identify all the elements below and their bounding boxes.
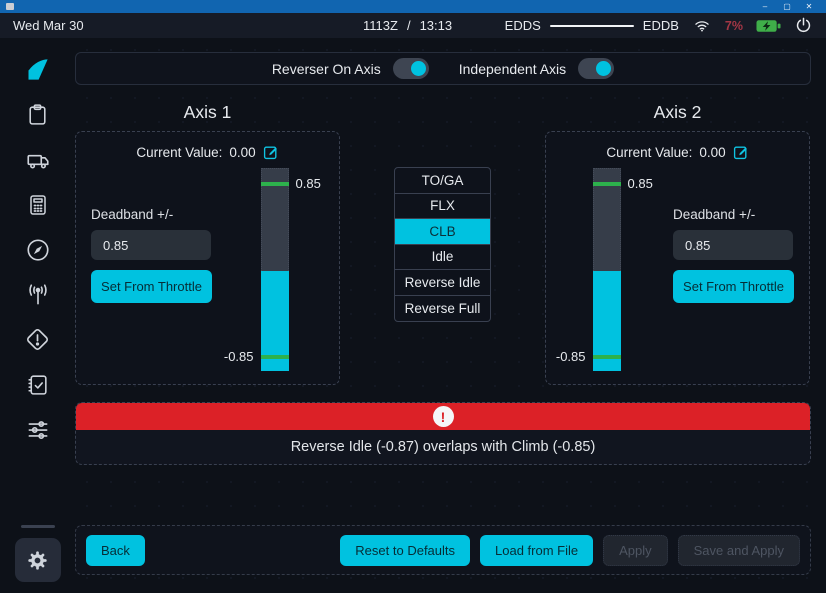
local-time: 13:13 bbox=[419, 18, 453, 33]
save-and-apply-button[interactable]: Save and Apply bbox=[677, 534, 800, 566]
battery-percent: 7% bbox=[724, 18, 743, 33]
sidebar-divider bbox=[20, 525, 55, 528]
window-titlebar: – ▢ ✕ bbox=[0, 0, 826, 13]
sidebar-nav bbox=[0, 38, 75, 593]
app-icon bbox=[6, 3, 14, 10]
axis1-panel: Current Value: 0.00 Deadband +/- Set Fro… bbox=[75, 131, 340, 385]
power-icon[interactable] bbox=[794, 16, 813, 35]
detent-idle[interactable]: Idle bbox=[395, 245, 490, 270]
axis1-set-from-throttle-button[interactable]: Set From Throttle bbox=[91, 270, 212, 303]
axis1-lower-mark-label: -0.85 bbox=[223, 349, 254, 364]
axis1-upper-mark-label: 0.85 bbox=[295, 176, 321, 191]
axis2-title: Axis 2 bbox=[653, 102, 702, 122]
apply-button[interactable]: Apply bbox=[603, 534, 668, 566]
axis2-lower-mark-label: -0.85 bbox=[555, 349, 586, 364]
independent-axis-toggle[interactable] bbox=[578, 58, 615, 79]
axis1-upper-detent-mark bbox=[260, 182, 289, 186]
status-clock: 1113Z / 13:13 bbox=[363, 18, 452, 33]
axis-options-panel: Reverser On Axis Independent Axis bbox=[75, 52, 811, 85]
radio-antenna-icon[interactable] bbox=[24, 281, 51, 308]
throttle-calibration-page: Reverser On Axis Independent Axis Axis 1… bbox=[75, 38, 811, 593]
detent-list: TO/GA FLX CLB Idle Reverse Idle Reverse … bbox=[394, 167, 491, 322]
error-banner-header: ! bbox=[76, 403, 810, 430]
settings-button[interactable] bbox=[14, 538, 61, 582]
back-button[interactable]: Back bbox=[86, 534, 145, 566]
minimize-button[interactable]: – bbox=[762, 2, 768, 11]
reverser-on-axis-toggle[interactable] bbox=[392, 58, 429, 79]
axis1-current-value: 0.00 bbox=[229, 144, 256, 160]
detent-reverse-full[interactable]: Reverse Full bbox=[404, 300, 481, 316]
calculator-icon[interactable] bbox=[24, 191, 51, 218]
axis2-set-from-throttle-button[interactable]: Set From Throttle bbox=[673, 270, 794, 303]
axis2-slider-fill bbox=[592, 270, 621, 371]
axis2-deadband-label: Deadband +/- bbox=[673, 207, 756, 222]
axis1-deadband-label: Deadband +/- bbox=[91, 207, 174, 222]
gear-icon bbox=[25, 548, 50, 573]
fenix-logo-icon[interactable] bbox=[24, 56, 51, 83]
independent-axis-label: Independent Axis bbox=[458, 60, 567, 77]
detent-flx[interactable]: FLX bbox=[395, 194, 490, 219]
axis2-current-value-label: Current Value: bbox=[606, 144, 693, 160]
status-bar: Wed Mar 30 1113Z / 13:13 EDDS EDDB 7% bbox=[0, 13, 826, 38]
load-from-file-button[interactable]: Load from File bbox=[480, 534, 594, 566]
battery-charging-icon bbox=[756, 19, 781, 33]
tuning-sliders-icon[interactable] bbox=[24, 416, 51, 443]
axis1-slider[interactable]: 0.85 -0.85 bbox=[224, 168, 321, 371]
detent-toga[interactable]: TO/GA bbox=[395, 168, 490, 194]
reset-to-defaults-button[interactable]: Reset to Defaults bbox=[340, 534, 471, 566]
close-button[interactable]: ✕ bbox=[805, 2, 813, 11]
axis2-deadband-input[interactable] bbox=[673, 230, 793, 260]
axis2-edit-value-icon[interactable] bbox=[733, 144, 749, 160]
detent-reverse-idle[interactable]: Reverse Idle bbox=[395, 270, 490, 296]
error-message: Reverse Idle (-0.87) overlaps with Climb… bbox=[290, 439, 596, 455]
reverser-on-axis-label: Reverser On Axis bbox=[271, 60, 381, 77]
ground-services-icon[interactable] bbox=[24, 146, 51, 173]
axis1-title: Axis 1 bbox=[183, 102, 232, 122]
axis1-edit-value-icon[interactable] bbox=[263, 144, 279, 160]
compass-icon[interactable] bbox=[24, 236, 51, 263]
time-separator: / bbox=[406, 18, 411, 33]
wifi-icon bbox=[692, 17, 712, 35]
flight-route-indicator: EDDS EDDB bbox=[505, 18, 679, 33]
axis1-lower-detent-mark bbox=[260, 355, 289, 359]
footer-action-bar: Back Reset to Defaults Load from File Ap… bbox=[75, 525, 811, 575]
error-banner: ! Reverse Idle (-0.87) overlaps with Cli… bbox=[75, 402, 811, 465]
maximize-button[interactable]: ▢ bbox=[783, 2, 791, 11]
checklist-icon[interactable] bbox=[24, 371, 51, 398]
error-icon: ! bbox=[432, 406, 454, 427]
failures-warning-icon[interactable] bbox=[24, 326, 51, 353]
utc-time: 1113Z bbox=[363, 18, 398, 33]
axis2-slider[interactable]: 0.85 -0.85 bbox=[556, 168, 653, 371]
axis2-lower-detent-mark bbox=[592, 355, 621, 359]
origin-airport: EDDS bbox=[504, 18, 541, 33]
axis1-deadband-input[interactable] bbox=[91, 230, 211, 260]
status-date: Wed Mar 30 bbox=[13, 18, 84, 33]
axis2-panel: Current Value: 0.00 0.85 -0.85 bbox=[545, 131, 810, 385]
detent-clb[interactable]: CLB bbox=[395, 219, 490, 245]
clipboard-icon[interactable] bbox=[24, 101, 51, 128]
axis1-current-value-label: Current Value: bbox=[136, 144, 223, 160]
axis1-slider-fill bbox=[260, 270, 289, 371]
route-progress-line bbox=[549, 24, 634, 27]
axis2-upper-detent-mark bbox=[592, 182, 621, 186]
destination-airport: EDDB bbox=[642, 18, 679, 33]
axis2-upper-mark-label: 0.85 bbox=[627, 176, 653, 191]
axis2-current-value: 0.00 bbox=[699, 144, 726, 160]
